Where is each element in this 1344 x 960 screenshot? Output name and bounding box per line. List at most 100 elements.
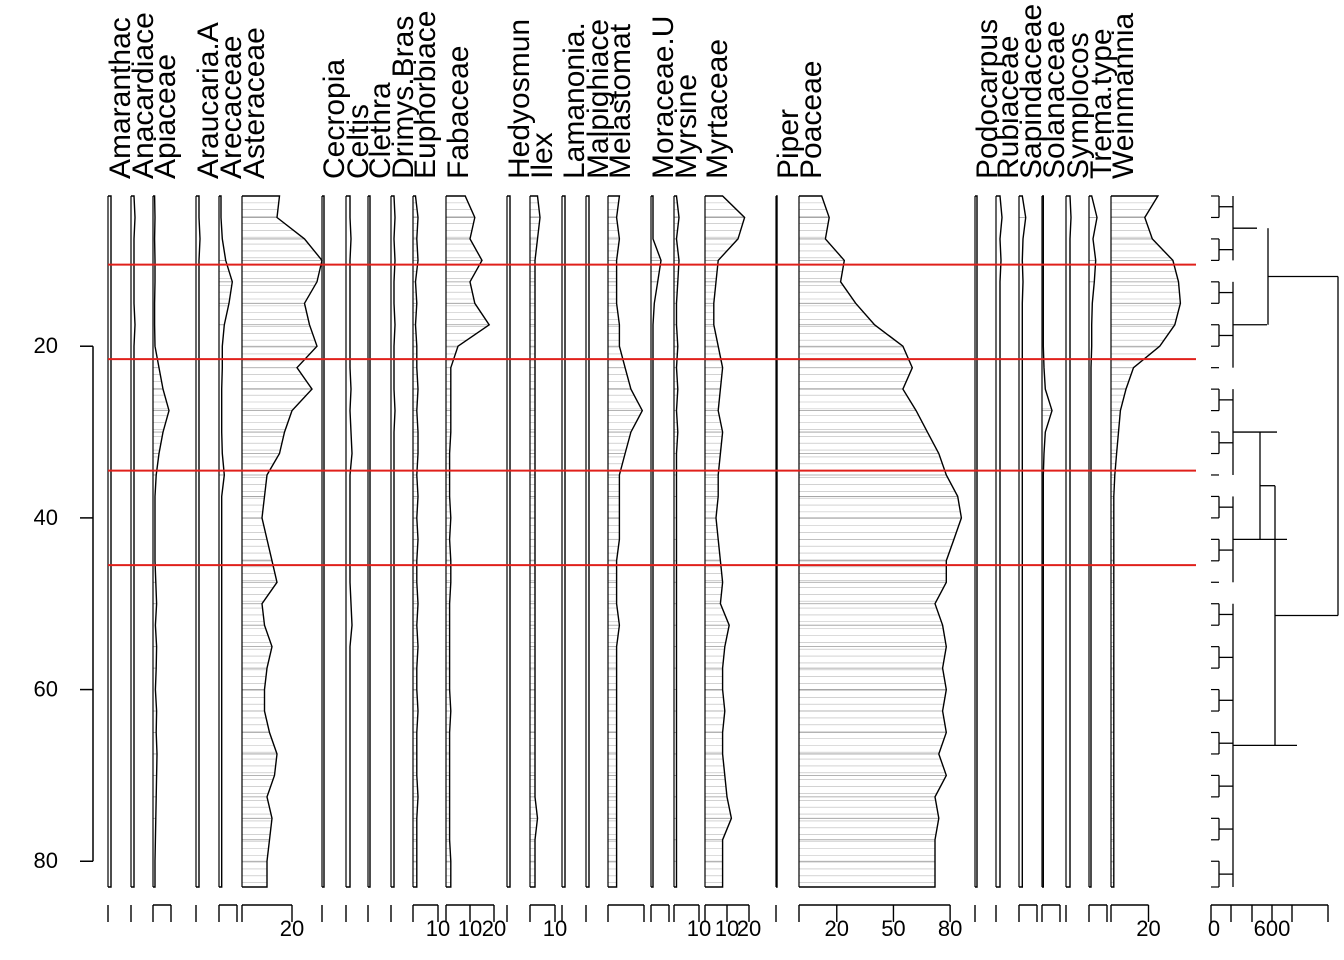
taxon-panel-ilex: Ilex 10 [526, 132, 567, 941]
taxon-label: Symplocos [1062, 32, 1095, 179]
taxon-label: Drimys.Bras [387, 16, 420, 179]
taxon-panel-melastomataceae: Melastomat [604, 23, 645, 922]
taxon-panel-trema-type: Trema.type [1085, 28, 1118, 922]
depth-tick-label: 60 [34, 677, 58, 702]
curve [368, 195, 371, 888]
curve [196, 195, 201, 888]
dendro-scale-label: 600 [1254, 916, 1291, 941]
taxon-label: Araucaria.A [192, 22, 225, 179]
scale-tick-label: 20 [280, 916, 304, 941]
taxon-label: Amaranthac [104, 17, 137, 179]
taxon-panel-asteraceae: Asteraceae 20 [238, 27, 323, 941]
taxon-label: Podocarpus [971, 19, 1004, 179]
curve [996, 195, 1003, 888]
coniss-dendrogram: 0 600 [1208, 195, 1339, 941]
taxon-label: Trema.type [1085, 28, 1118, 179]
taxon-label: Hedyosmun [503, 19, 536, 179]
taxon-label: Anacardiace [127, 12, 160, 179]
taxon-panel-poaceae: Poaceae 20 50 80 [795, 61, 962, 941]
taxon-panel-myrsine: Myrsine 10 [670, 74, 711, 941]
taxon-label: Moraceae.U [647, 16, 680, 179]
taxon-label: Apiaceae [149, 54, 182, 179]
taxon-label: Rubiaceae [992, 36, 1025, 179]
curve [153, 195, 170, 888]
scale-tick-label: 10 [543, 916, 567, 941]
depth-tick-label: 40 [34, 505, 58, 530]
curve [219, 195, 234, 888]
curve [705, 195, 746, 888]
taxon-panel-rubiaceae: Rubiaceae [992, 36, 1025, 922]
taxon-panel-hedyosmum: Hedyosmun [503, 19, 536, 922]
taxon-label: Poaceae [795, 61, 828, 179]
depth-tick-label: 80 [34, 848, 58, 873]
scale-tick-label: 80 [938, 916, 962, 941]
taxon-panel-malpighiaceae: Malpighiace [582, 19, 615, 922]
curve [131, 195, 136, 888]
curve [108, 195, 112, 888]
taxon-label: Malpighiace [582, 19, 615, 179]
taxon-label: Clethra [364, 82, 397, 179]
taxon-panel-arecaceae: Arecaceae [215, 36, 248, 922]
taxon-panel-sapindaceae: Sapindaceae [1015, 4, 1048, 922]
curve [346, 195, 353, 888]
curve [975, 195, 978, 888]
taxon-panel-symplocos: Symplocos [1062, 32, 1095, 922]
zone-boundary-lines [108, 263, 1196, 567]
scale-tick-label: 10 [458, 916, 482, 941]
scale-tick-label: 50 [881, 916, 905, 941]
scale-tick-label: 10 [715, 916, 739, 941]
taxon-label: Solanaceae [1038, 21, 1071, 179]
curve [674, 195, 680, 888]
taxon-panel-lamanonia: Lamanonia. [558, 22, 591, 922]
scale-tick-label: 20 [1136, 916, 1160, 941]
taxon-panel-celtis: Celtis [342, 104, 375, 922]
curve [1089, 195, 1098, 888]
taxon-panel-clethra: Clethra [364, 82, 397, 922]
taxon-panel-drimys-brasiliensis: Drimys.Bras [387, 16, 420, 922]
curve [586, 195, 590, 888]
taxon-panel-amaranthaceae: Amaranthac [104, 17, 137, 922]
taxon-panel-fabaceae: Fabaceae 10 20 [442, 46, 506, 941]
taxon-panel-moraceae-urticaceae: Moraceae.U [647, 16, 680, 922]
curve [391, 195, 396, 888]
curve [799, 195, 963, 888]
curve [651, 195, 662, 888]
depth-tick-label: 20 [34, 333, 58, 358]
taxon-label: Ilex [526, 132, 559, 179]
taxon-label: Cecropia [318, 59, 351, 179]
curve [446, 195, 491, 888]
curve [1019, 195, 1027, 888]
taxon-label: Arecaceae [215, 36, 248, 179]
curve [608, 195, 644, 888]
taxon-panel-solanaceae: Solanaceae [1038, 21, 1071, 922]
scale-tick-label: 20 [825, 916, 849, 941]
taxon-label: Myrsine [670, 74, 703, 179]
taxon-label: Fabaceae [442, 46, 475, 179]
taxon-label: Asteraceae [238, 27, 271, 179]
curve [413, 195, 419, 888]
taxon-panel-apiaceae: Apiaceae [149, 54, 182, 922]
scale-tick-label: 20 [482, 916, 506, 941]
taxon-panel-cecropia: Cecropia [318, 59, 351, 922]
curve [1066, 195, 1072, 888]
curve [1042, 195, 1053, 888]
curve [530, 195, 541, 888]
taxon-label: Piper [772, 109, 805, 179]
taxon-label: Weinmannia [1107, 12, 1140, 179]
taxon-panel-piper: Piper [772, 109, 805, 922]
curve [242, 195, 323, 888]
taxon-label: Celtis [342, 104, 375, 179]
taxon-label: Myrtaceae [701, 39, 734, 179]
taxon-panel-anacardiaceae: Anacardiace [127, 12, 160, 922]
scale-tick-label: 20 [737, 916, 761, 941]
taxon-label: Melastomat [604, 23, 637, 179]
curve [776, 195, 778, 888]
taxon-panel-podocarpus: Podocarpus [971, 19, 1004, 922]
taxon-panel-araucaria-a: Araucaria.A [192, 22, 225, 922]
curve [562, 195, 566, 888]
dendro-scale-label: 0 [1208, 916, 1220, 941]
